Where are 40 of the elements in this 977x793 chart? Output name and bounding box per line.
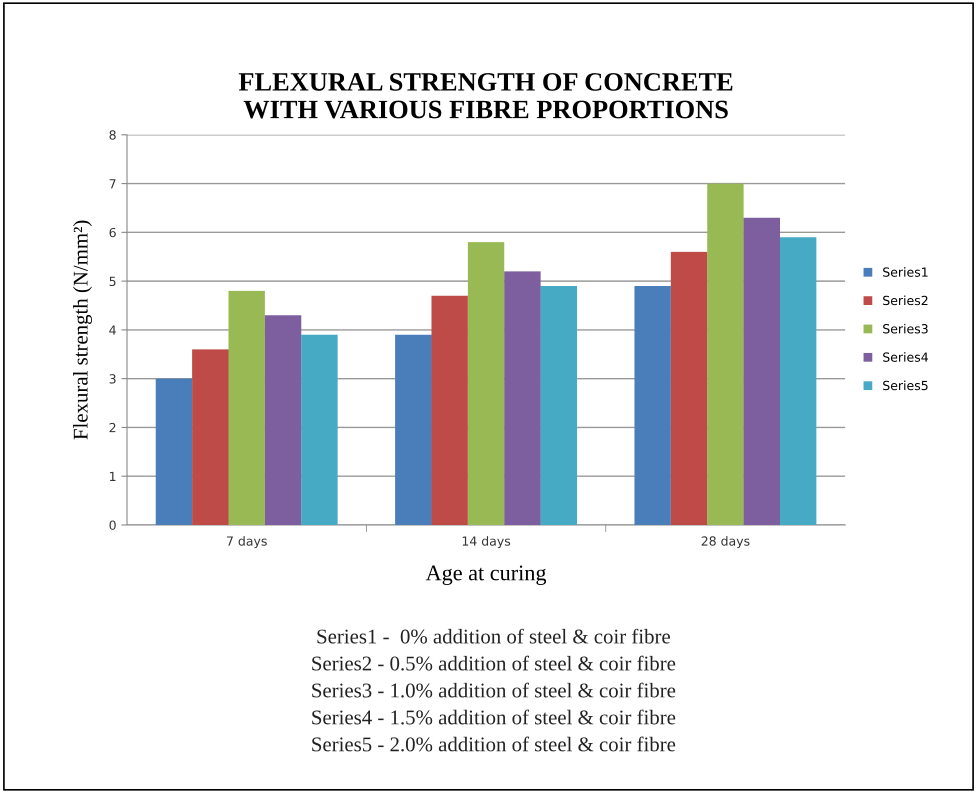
legend-label: Series5 bbox=[883, 380, 928, 390]
text: Series4 - 1.5% addition of steel & coir fibre bbox=[312, 710, 676, 725]
chart-title: FLEXURAL STRENGTH OF CONCRETE WITH VARIOUS FIBRE PROPORTIONS bbox=[238, 73, 732, 119]
bar bbox=[395, 334, 432, 525]
legend-label: Series2 bbox=[883, 295, 928, 306]
legend-label: Series4 bbox=[883, 352, 928, 362]
bar bbox=[707, 184, 744, 525]
bar bbox=[670, 252, 708, 525]
text: Series1 - 0% addition of steel & coir fibre bbox=[317, 628, 670, 644]
y-tick-label: 5 bbox=[110, 276, 116, 286]
y-tick-label: 4 bbox=[109, 326, 116, 335]
y-tick-label: 2 bbox=[110, 422, 116, 432]
bar bbox=[192, 349, 228, 525]
bar bbox=[301, 334, 338, 525]
x-axis-title: Age at curing bbox=[426, 565, 546, 585]
legend-label: Series3 bbox=[883, 324, 928, 334]
text: Series2 - 0.5% addition of steel & coir fibre bbox=[312, 656, 676, 671]
y-tick-label: 1 bbox=[110, 472, 116, 481]
x-tick-label: 14 days bbox=[462, 536, 510, 548]
bar bbox=[744, 218, 780, 525]
y-axis-title: Flexural strength (N/mm²) bbox=[73, 220, 92, 440]
bar bbox=[156, 378, 192, 525]
bar bbox=[264, 315, 302, 525]
bar bbox=[228, 290, 265, 525]
y-tick-label: 8 bbox=[109, 130, 116, 140]
y-tick-label: 0 bbox=[109, 520, 116, 530]
bar bbox=[540, 286, 578, 525]
bar bbox=[504, 271, 541, 525]
bar bbox=[780, 237, 816, 525]
y-tick-label: 7 bbox=[110, 179, 116, 188]
bar bbox=[431, 296, 468, 525]
y-tick-label: 6 bbox=[110, 228, 116, 238]
legend-label: Series1 bbox=[883, 267, 928, 277]
text: Series3 - 1.0% addition of steel & coir fibre bbox=[312, 682, 676, 698]
y-tick-label: 3 bbox=[110, 374, 116, 384]
x-tick-label: 7 days bbox=[227, 536, 267, 548]
text: Series5 - 2.0% addition of steel & coir fibre bbox=[312, 736, 676, 752]
bar bbox=[634, 286, 671, 525]
bar bbox=[468, 242, 504, 525]
x-tick-label: 28 days bbox=[702, 536, 750, 548]
